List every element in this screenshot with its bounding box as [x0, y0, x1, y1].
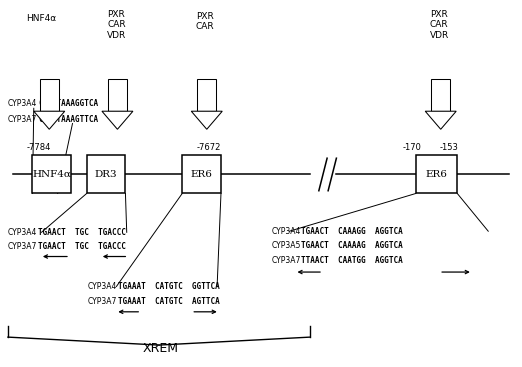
Text: -7672: -7672: [196, 143, 220, 152]
Polygon shape: [102, 111, 133, 129]
FancyBboxPatch shape: [87, 156, 125, 193]
Text: PXR
CAR
VDR: PXR CAR VDR: [107, 10, 126, 40]
Text: ER6: ER6: [425, 170, 447, 179]
Polygon shape: [191, 111, 222, 129]
Text: ER6: ER6: [191, 170, 212, 179]
Text: CYP3A7: CYP3A7: [88, 297, 117, 306]
Text: CYP3A5: CYP3A5: [271, 241, 301, 250]
Text: TTAACT  CAATGG  AGGTCA: TTAACT CAATGG AGGTCA: [301, 256, 403, 265]
Text: CYP3A7: CYP3A7: [8, 242, 37, 251]
Text: CYP3A7: CYP3A7: [271, 256, 301, 265]
FancyBboxPatch shape: [182, 156, 221, 193]
Text: CYP3A7: CYP3A7: [8, 115, 37, 124]
Polygon shape: [425, 111, 456, 129]
Bar: [108, 79, 127, 111]
Text: CYP3A4: CYP3A4: [8, 228, 37, 237]
Text: TGAAAT  CATGTC  AGTTCA: TGAAAT CATGTC AGTTCA: [118, 297, 220, 306]
Text: TGAACT  CAAAAG  AGGTCA: TGAACT CAAAAG AGGTCA: [301, 241, 403, 250]
Text: XREM: XREM: [143, 342, 179, 355]
Bar: [431, 79, 450, 111]
FancyBboxPatch shape: [416, 156, 457, 193]
Text: HNF4α: HNF4α: [27, 14, 56, 23]
Text: TGAACT  TGC  TGACCC: TGAACT TGC TGACCC: [38, 242, 126, 251]
Text: TGAAAT  CATGTC  GGTTCA: TGAAAT CATGTC GGTTCA: [118, 282, 220, 291]
Polygon shape: [34, 111, 65, 129]
Text: -7784: -7784: [27, 143, 51, 152]
Text: DR3: DR3: [95, 170, 117, 179]
Text: CAACTAAAGTTCA: CAACTAAAGTTCA: [38, 115, 98, 124]
Text: HNF4α: HNF4α: [32, 170, 72, 179]
Text: CYP3A4: CYP3A4: [271, 227, 301, 236]
Text: CAATTAAAGGTCA: CAATTAAAGGTCA: [38, 99, 98, 109]
Text: PXR
CAR: PXR CAR: [196, 12, 215, 31]
Text: -153: -153: [440, 143, 458, 152]
Text: PXR
CAR
VDR: PXR CAR VDR: [430, 10, 449, 40]
Text: CYP3A4: CYP3A4: [88, 282, 117, 291]
Bar: [197, 79, 216, 111]
Bar: [40, 79, 58, 111]
FancyBboxPatch shape: [32, 156, 71, 193]
Text: TGAACT  TGC  TGACCC: TGAACT TGC TGACCC: [38, 228, 126, 237]
Text: CYP3A4: CYP3A4: [8, 99, 37, 109]
Text: TGAACT  CAAAGG  AGGTCA: TGAACT CAAAGG AGGTCA: [301, 227, 403, 236]
Text: -170: -170: [403, 143, 422, 152]
